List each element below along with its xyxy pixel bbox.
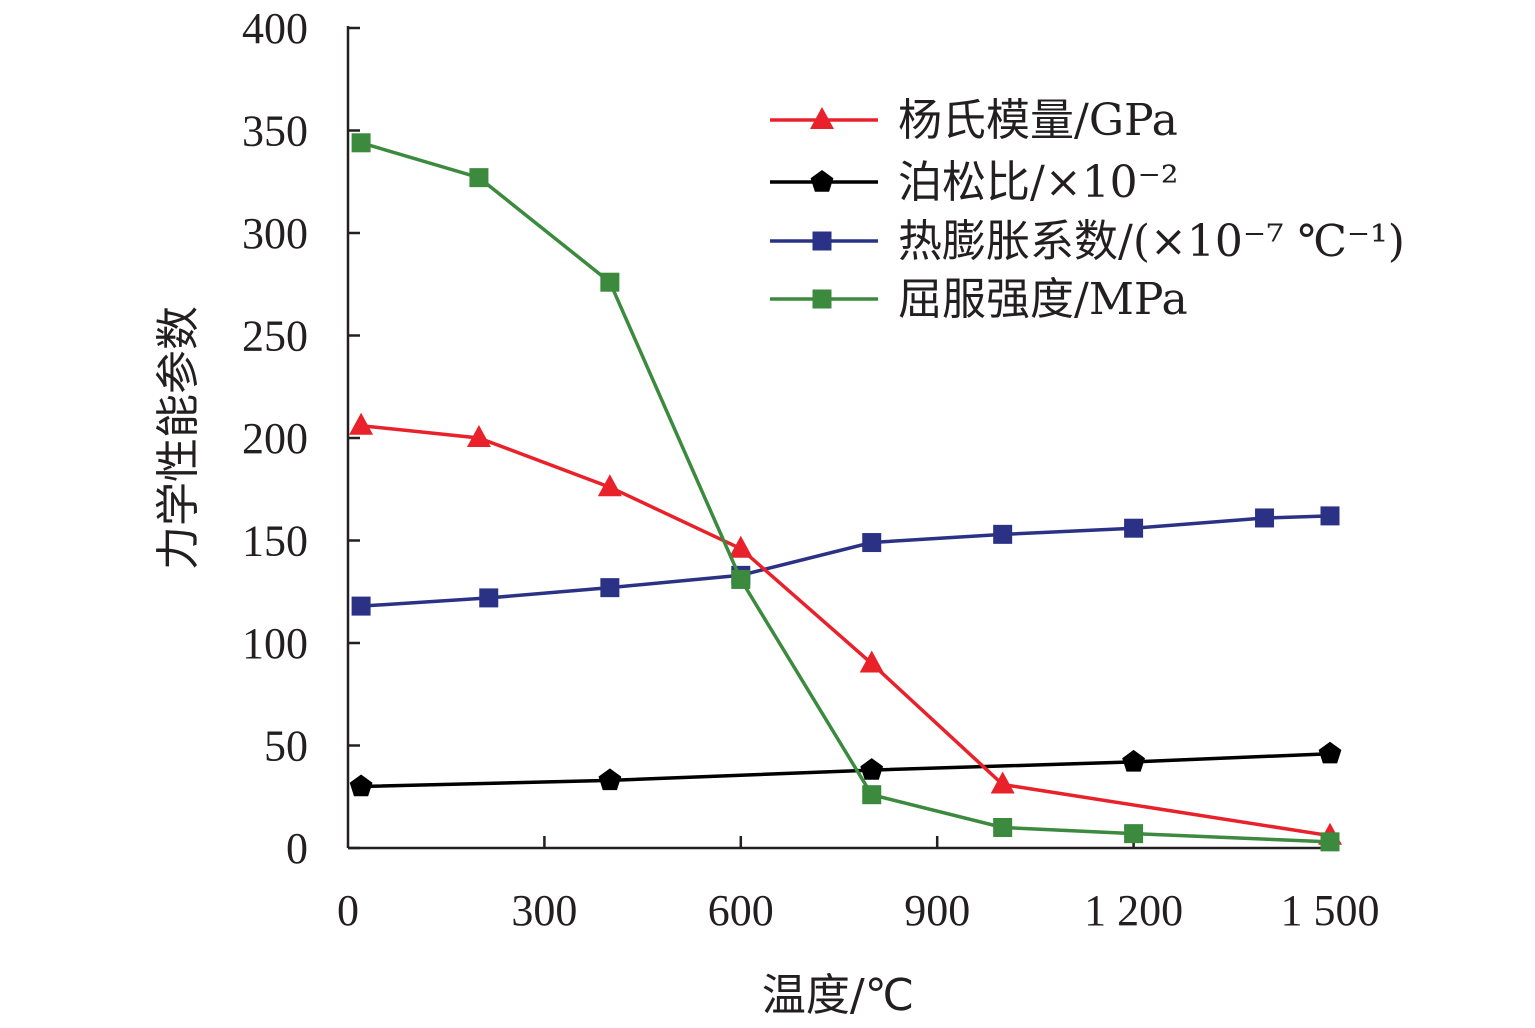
legend-label: 泊松比/×10⁻² (898, 157, 1179, 208)
y-axis-ticks: 0 50 100 150 200 250 300 350 400 (242, 4, 360, 873)
data-point (862, 785, 882, 805)
series-3 (351, 133, 1340, 852)
data-point (1320, 506, 1340, 526)
series-line (360, 423, 1331, 838)
legend-marker (812, 289, 832, 309)
data-point (1255, 508, 1275, 528)
data-point (598, 768, 622, 791)
legend-item: 热膨胀系数/(×10⁻⁷ ℃⁻¹) (770, 216, 1405, 267)
series-line (360, 514, 1331, 608)
legend-item: 杨氏模量/GPa (770, 95, 1178, 146)
x-axis-title: 温度/℃ (762, 970, 914, 1021)
data-point (1124, 518, 1144, 538)
legend-marker (810, 170, 834, 192)
data-point (1122, 749, 1145, 772)
y-tick-label: 50 (264, 722, 308, 771)
legend-item: 泊松比/×10⁻² (770, 157, 1179, 208)
data-point (1124, 824, 1144, 844)
x-tick-label: 900 (904, 886, 970, 935)
data-point (466, 425, 491, 447)
x-tick-label: 0 (337, 886, 359, 935)
series-2 (351, 506, 1340, 616)
data-point (349, 412, 374, 435)
data-point (993, 818, 1013, 837)
x-tick-label: 1 500 (1281, 886, 1380, 935)
y-tick-label: 100 (242, 619, 308, 668)
data-point (351, 596, 371, 616)
data-point (600, 272, 620, 292)
data-point (731, 569, 751, 589)
legend: 杨氏模量/GPa 泊松比/×10⁻² 热膨胀系数/(×10⁻⁷ ℃⁻¹) 屈服强度/M… (770, 95, 1405, 325)
series-layer (349, 133, 1342, 852)
legend-label: 热膨胀系数/(×10⁻⁷ ℃⁻¹) (898, 216, 1405, 267)
series-line (361, 751, 1331, 789)
data-point (862, 533, 882, 553)
y-axis-title: 力学性能参数 (153, 306, 204, 570)
y-tick-label: 250 (242, 312, 308, 361)
data-point (728, 535, 753, 558)
x-tick-label: 1 200 (1084, 886, 1183, 935)
data-point (993, 524, 1013, 544)
data-point (349, 774, 373, 797)
data-point (860, 758, 884, 780)
data-point (351, 133, 371, 153)
legend-item: 屈服强度/MPa (770, 274, 1188, 325)
data-point (479, 588, 499, 608)
legend-label: 杨氏模量/GPa (898, 95, 1178, 146)
y-tick-label: 350 (242, 107, 308, 156)
legend-marker (810, 107, 834, 129)
data-point (1320, 832, 1340, 852)
y-tick-label: 0 (286, 824, 308, 873)
series-line (360, 141, 1331, 844)
legend-label: 屈服强度/MPa (898, 274, 1188, 325)
series-0 (349, 412, 1342, 845)
series-1 (349, 741, 1342, 797)
data-point (597, 474, 622, 497)
data-point (600, 578, 620, 598)
x-axis-ticks: 0 300 600 900 1 200 1 500 (337, 836, 1380, 935)
y-tick-label: 300 (242, 209, 308, 258)
data-point (469, 168, 489, 188)
legend-marker (812, 231, 832, 251)
y-tick-label: 200 (242, 414, 308, 463)
data-point (1318, 741, 1342, 764)
y-tick-label: 400 (242, 4, 308, 53)
y-tick-label: 150 (242, 517, 308, 566)
data-point (990, 771, 1015, 794)
x-tick-label: 600 (708, 886, 774, 935)
data-point (859, 650, 884, 673)
x-tick-label: 300 (511, 886, 577, 935)
